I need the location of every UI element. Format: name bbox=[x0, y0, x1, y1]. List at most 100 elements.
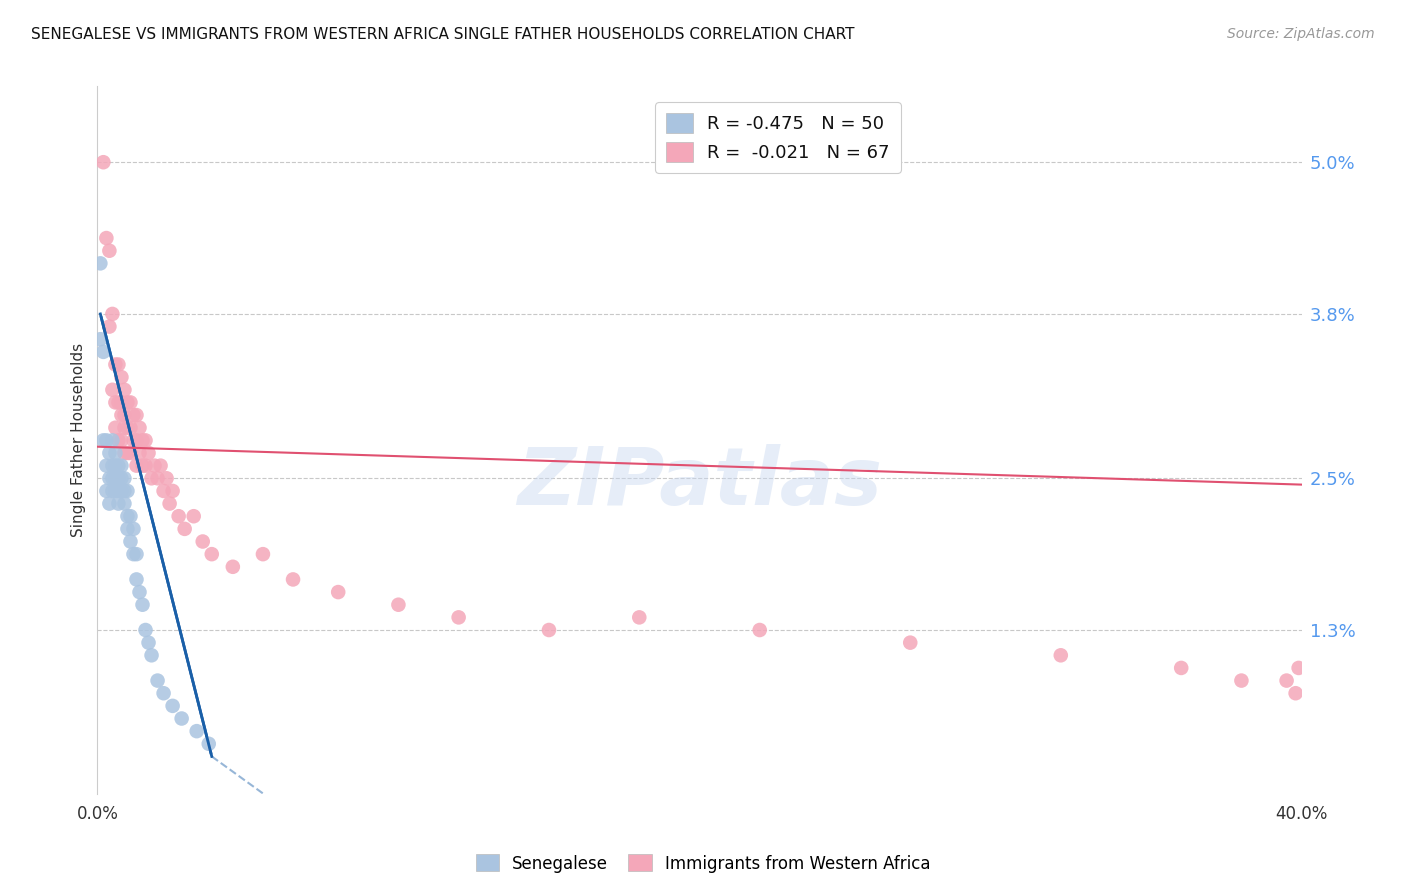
Point bbox=[131, 458, 153, 473]
Point bbox=[447, 610, 470, 624]
Point bbox=[110, 370, 132, 384]
Point bbox=[98, 446, 121, 460]
Point bbox=[537, 623, 560, 637]
Point bbox=[107, 483, 129, 498]
Point bbox=[98, 319, 121, 334]
Point bbox=[122, 547, 145, 561]
Point bbox=[93, 155, 115, 169]
Point bbox=[114, 497, 136, 511]
Point bbox=[101, 458, 124, 473]
Point bbox=[107, 358, 129, 372]
Point bbox=[162, 483, 184, 498]
Point bbox=[96, 434, 118, 448]
Point bbox=[98, 471, 121, 485]
Point bbox=[1275, 673, 1298, 688]
Point bbox=[167, 509, 190, 524]
Point bbox=[104, 395, 127, 409]
Point bbox=[104, 358, 127, 372]
Point bbox=[101, 483, 124, 498]
Point bbox=[117, 395, 139, 409]
Point bbox=[114, 471, 136, 485]
Point bbox=[89, 256, 111, 270]
Point bbox=[93, 434, 115, 448]
Point bbox=[281, 573, 304, 587]
Point bbox=[114, 483, 136, 498]
Point bbox=[117, 522, 139, 536]
Point bbox=[201, 547, 224, 561]
Point bbox=[1284, 686, 1306, 700]
Point bbox=[93, 344, 115, 359]
Text: SENEGALESE VS IMMIGRANTS FROM WESTERN AFRICA SINGLE FATHER HOUSEHOLDS CORRELATIO: SENEGALESE VS IMMIGRANTS FROM WESTERN AF… bbox=[31, 27, 855, 42]
Point bbox=[125, 573, 148, 587]
Point bbox=[186, 724, 208, 739]
Point bbox=[104, 458, 127, 473]
Point bbox=[141, 471, 163, 485]
Point bbox=[89, 332, 111, 346]
Point bbox=[628, 610, 651, 624]
Point bbox=[149, 458, 172, 473]
Point bbox=[131, 598, 153, 612]
Point bbox=[135, 434, 157, 448]
Point bbox=[159, 497, 181, 511]
Point bbox=[170, 712, 193, 726]
Point bbox=[120, 395, 142, 409]
Point bbox=[197, 737, 219, 751]
Point bbox=[128, 585, 150, 599]
Point bbox=[143, 458, 166, 473]
Point bbox=[104, 446, 127, 460]
Point bbox=[117, 483, 139, 498]
Point bbox=[101, 307, 124, 321]
Point bbox=[107, 458, 129, 473]
Point bbox=[120, 534, 142, 549]
Point bbox=[146, 673, 169, 688]
Point bbox=[96, 483, 118, 498]
Point bbox=[125, 408, 148, 422]
Point bbox=[110, 434, 132, 448]
Point bbox=[162, 698, 184, 713]
Legend: Senegalese, Immigrants from Western Africa: Senegalese, Immigrants from Western Afri… bbox=[470, 847, 936, 880]
Point bbox=[152, 686, 174, 700]
Point bbox=[107, 497, 129, 511]
Point bbox=[222, 559, 245, 574]
Point bbox=[104, 483, 127, 498]
Point bbox=[107, 395, 129, 409]
Point bbox=[107, 471, 129, 485]
Point bbox=[141, 648, 163, 663]
Point bbox=[117, 446, 139, 460]
Point bbox=[155, 471, 177, 485]
Point bbox=[117, 509, 139, 524]
Point bbox=[104, 471, 127, 485]
Point bbox=[96, 231, 118, 245]
Point bbox=[122, 522, 145, 536]
Point bbox=[138, 635, 160, 649]
Legend: R = -0.475   N = 50, R =  -0.021   N = 67: R = -0.475 N = 50, R = -0.021 N = 67 bbox=[655, 103, 901, 173]
Point bbox=[1288, 661, 1310, 675]
Point bbox=[96, 458, 118, 473]
Point bbox=[120, 421, 142, 435]
Point bbox=[125, 434, 148, 448]
Point bbox=[748, 623, 770, 637]
Point bbox=[173, 522, 195, 536]
Point bbox=[98, 244, 121, 258]
Point bbox=[152, 483, 174, 498]
Point bbox=[114, 446, 136, 460]
Point bbox=[191, 534, 214, 549]
Point bbox=[114, 408, 136, 422]
Point bbox=[183, 509, 205, 524]
Text: ZIPatlas: ZIPatlas bbox=[517, 444, 882, 522]
Point bbox=[110, 483, 132, 498]
Point bbox=[120, 509, 142, 524]
Point bbox=[146, 471, 169, 485]
Point bbox=[1170, 661, 1192, 675]
Point bbox=[1049, 648, 1071, 663]
Point bbox=[122, 434, 145, 448]
Point bbox=[101, 434, 124, 448]
Point bbox=[898, 635, 921, 649]
Point bbox=[135, 623, 157, 637]
Y-axis label: Single Father Households: Single Father Households bbox=[72, 343, 86, 537]
Point bbox=[104, 421, 127, 435]
Point bbox=[125, 547, 148, 561]
Point bbox=[252, 547, 274, 561]
Point bbox=[120, 446, 142, 460]
Point bbox=[114, 421, 136, 435]
